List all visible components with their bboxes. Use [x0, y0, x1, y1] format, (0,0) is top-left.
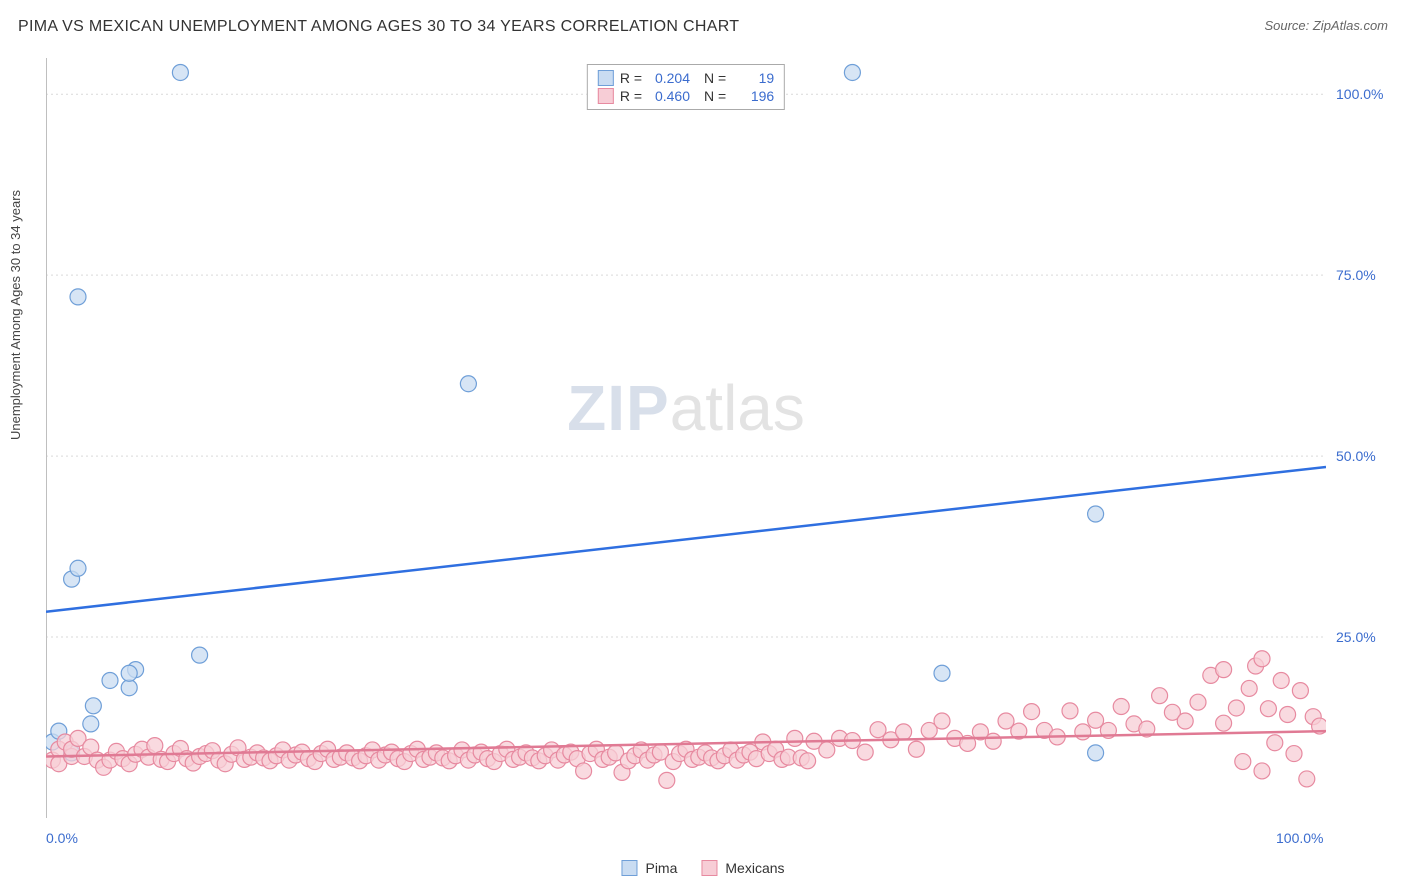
- legend-label: Mexicans: [725, 860, 784, 876]
- r-label: R =: [620, 70, 642, 86]
- legend-swatch: [621, 860, 637, 876]
- stats-legend: R = 0.204 N = 19 R = 0.460 N = 196: [587, 64, 785, 110]
- chart-svg: [46, 58, 1326, 818]
- n-value: 196: [732, 88, 774, 104]
- n-value: 19: [732, 70, 774, 86]
- chart-header: PIMA VS MEXICAN UNEMPLOYMENT AMONG AGES …: [18, 18, 1388, 36]
- x-tick-label: 100.0%: [1276, 830, 1323, 846]
- r-value: 0.204: [648, 70, 690, 86]
- legend-swatch: [701, 860, 717, 876]
- stats-legend-row: R = 0.204 N = 19: [598, 69, 774, 87]
- y-tick-label: 50.0%: [1336, 448, 1396, 464]
- n-label: N =: [704, 70, 726, 86]
- r-label: R =: [620, 88, 642, 104]
- x-tick-label: 0.0%: [46, 830, 78, 846]
- y-tick-label: 100.0%: [1336, 86, 1396, 102]
- legend-label: Pima: [645, 860, 677, 876]
- r-value: 0.460: [648, 88, 690, 104]
- y-tick-label: 75.0%: [1336, 267, 1396, 283]
- n-label: N =: [704, 88, 726, 104]
- legend-item: Pima: [621, 860, 677, 876]
- chart-plot-area: ZIPatlas R =0.204N =19R =0.460N =196 25.…: [46, 58, 1326, 818]
- legend-swatch: [598, 70, 614, 86]
- bottom-legend: Pima Mexicans: [621, 860, 784, 876]
- source-attribution: Source: ZipAtlas.com: [1264, 18, 1388, 33]
- legend-item: Mexicans: [701, 860, 784, 876]
- y-axis-label: Unemployment Among Ages 30 to 34 years: [8, 190, 23, 440]
- legend-swatch: [598, 88, 614, 104]
- y-tick-label: 25.0%: [1336, 629, 1396, 645]
- chart-title: PIMA VS MEXICAN UNEMPLOYMENT AMONG AGES …: [18, 18, 739, 36]
- stats-legend-row: R = 0.460 N = 196: [598, 87, 774, 105]
